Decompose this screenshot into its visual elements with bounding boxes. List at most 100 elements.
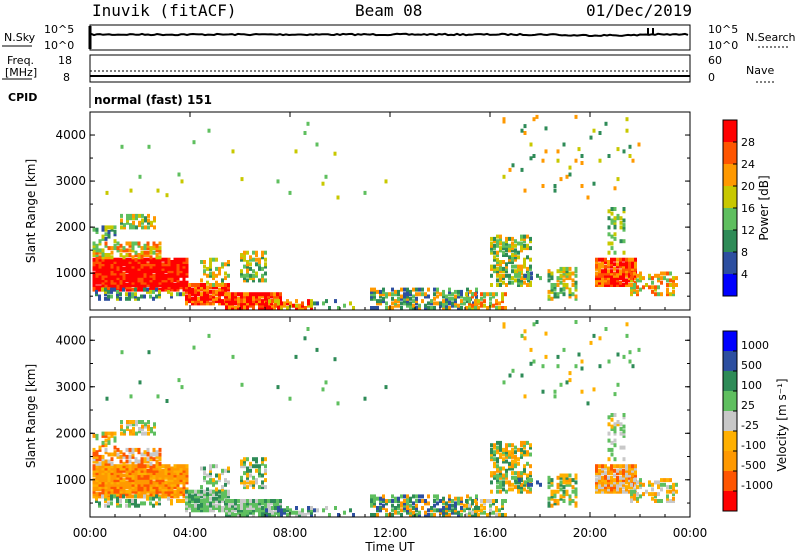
velocity-cell — [433, 499, 436, 503]
velocity-cell — [101, 461, 105, 466]
velocity-cell — [128, 485, 132, 490]
power-cell — [595, 257, 598, 262]
velocity-cell — [463, 503, 466, 508]
velocity-cell — [445, 503, 448, 508]
velocity-cell — [634, 480, 637, 485]
power-cell — [158, 287, 162, 292]
velocity-cell — [496, 475, 499, 480]
velocity-cell — [215, 473, 218, 478]
power-cell — [191, 287, 194, 292]
velocity-cell — [255, 501, 258, 506]
power-cell — [107, 285, 111, 290]
velocity-cell — [261, 510, 264, 515]
power-cell — [146, 257, 150, 262]
power-cell — [140, 285, 144, 290]
power-cell — [101, 257, 105, 262]
power-cell — [147, 218, 150, 223]
velocity-cell — [147, 427, 150, 431]
power-cell — [128, 283, 132, 287]
y-tick-label: 4000 — [55, 333, 86, 347]
power-cell — [161, 273, 165, 278]
velocity-cell — [137, 485, 141, 490]
power-cell — [631, 266, 634, 271]
power-cell — [146, 287, 149, 292]
power-cell — [267, 296, 270, 301]
power-cell — [499, 264, 502, 269]
power-cell — [143, 257, 147, 262]
velocity-cell — [636, 480, 639, 485]
velocity-cell — [523, 452, 526, 457]
power-cell — [630, 285, 633, 290]
velocity-cell — [520, 443, 523, 448]
velocity-cell — [227, 492, 230, 497]
velocity-cell — [140, 473, 144, 478]
power-cell — [630, 292, 633, 297]
power-cell — [98, 287, 102, 292]
power-cell — [520, 278, 523, 283]
velocity-cell — [128, 489, 132, 494]
power-cell — [149, 246, 153, 251]
velocity-cell — [310, 510, 313, 515]
power-cell — [237, 306, 240, 310]
noise-search-label: N.Search — [746, 31, 796, 44]
velocity-cell — [105, 396, 109, 401]
y-tick-label: 2000 — [55, 220, 86, 234]
power-cell — [149, 287, 153, 292]
power-cell — [110, 294, 113, 299]
power-cell — [517, 241, 520, 246]
power-cell — [286, 306, 289, 310]
power-cell — [131, 241, 135, 246]
power-cell — [173, 271, 177, 276]
power-cell — [397, 292, 400, 297]
power-cell — [246, 303, 249, 308]
velocity-cell — [517, 485, 520, 490]
velocity-cell — [536, 480, 539, 485]
power-cell — [92, 243, 96, 248]
power-cell — [517, 250, 520, 255]
power-cell — [574, 158, 578, 163]
velocity-cell — [427, 494, 430, 499]
velocity-cell — [149, 454, 153, 459]
velocity-cell — [240, 501, 243, 506]
velocity-cell — [185, 506, 188, 510]
power-cell — [152, 246, 156, 251]
velocity-cell — [95, 487, 99, 492]
power-cell — [657, 276, 660, 281]
velocity-cell — [146, 471, 150, 476]
power-cell — [212, 292, 215, 297]
power-cell — [155, 283, 159, 287]
power-cell — [218, 299, 221, 304]
power-cell — [252, 292, 255, 297]
power-cell — [508, 260, 511, 264]
velocity-cell — [601, 468, 604, 473]
velocity-cell — [149, 466, 153, 471]
velocity-cell — [240, 464, 243, 469]
power-cell — [502, 276, 505, 281]
power-cell — [203, 269, 206, 274]
power-cell — [176, 269, 180, 274]
velocity-cell — [122, 468, 126, 473]
power-cell — [140, 246, 144, 251]
velocity-colorbar-tick-label: -1000 — [741, 479, 773, 492]
power-cell — [134, 269, 138, 274]
velocity-cell — [631, 464, 634, 469]
power-cell — [508, 257, 511, 262]
power-cell — [182, 276, 186, 281]
power-cell — [252, 303, 255, 308]
power-cell — [325, 299, 328, 304]
velocity-cell — [92, 454, 96, 459]
power-cell — [203, 271, 206, 276]
power-cell — [436, 287, 439, 292]
power-cell — [349, 301, 352, 306]
power-cell — [135, 213, 138, 218]
power-cell — [131, 280, 135, 285]
power-cell — [574, 294, 578, 299]
velocity-cell — [140, 485, 144, 490]
velocity-cell — [143, 452, 147, 457]
power-cell — [499, 239, 502, 244]
power-cell — [143, 262, 147, 267]
velocity-cell — [518, 478, 521, 483]
velocity-cell — [526, 452, 529, 457]
power-cell — [101, 273, 105, 278]
velocity-cell — [276, 499, 279, 503]
